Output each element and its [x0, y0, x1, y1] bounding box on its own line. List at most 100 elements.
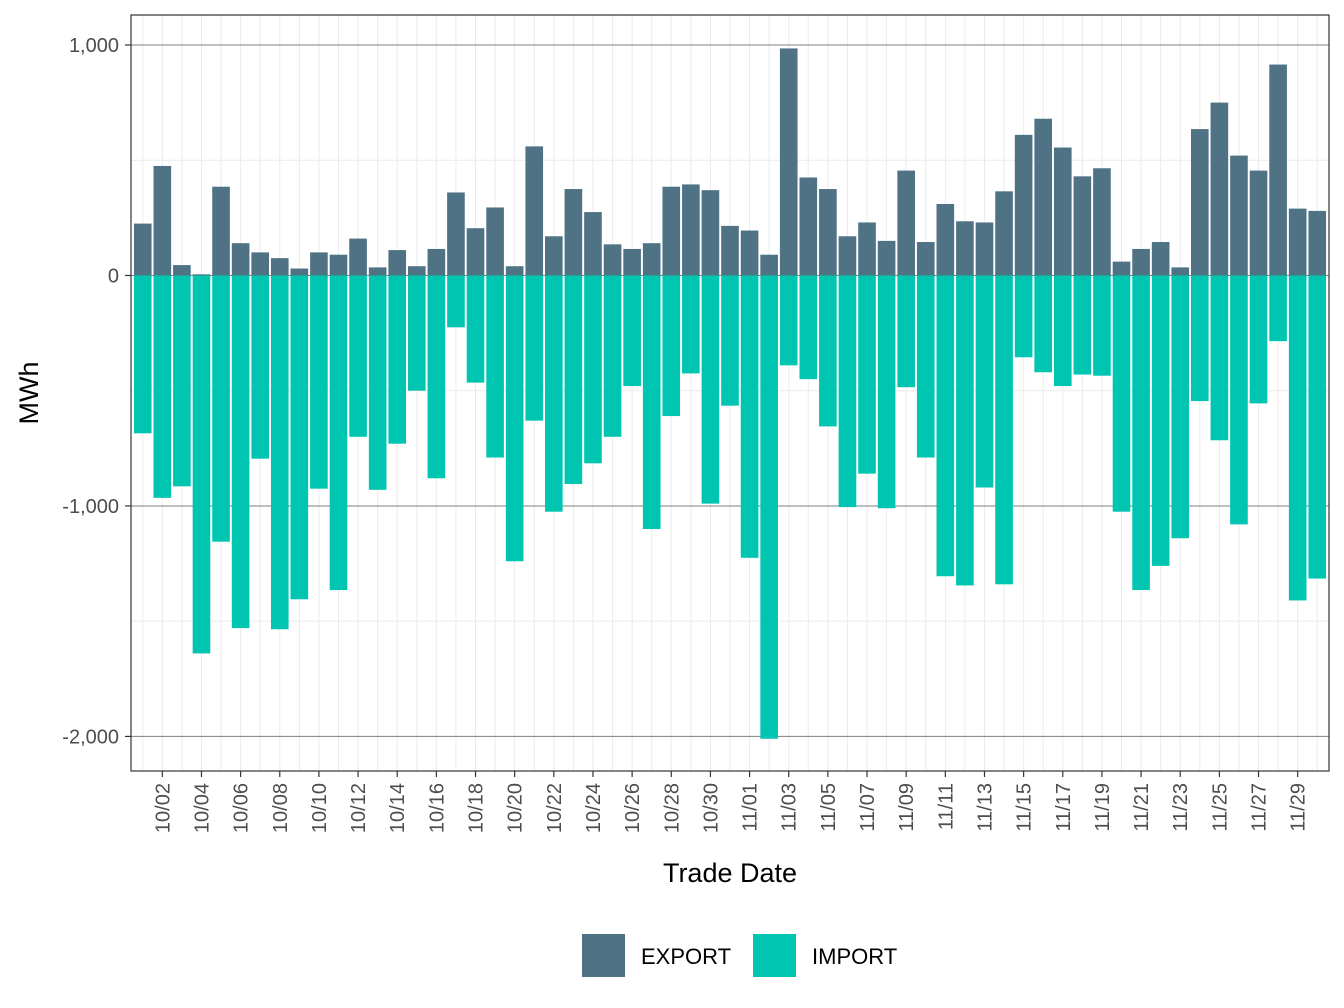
x-tick-label: 11/11 [935, 783, 957, 830]
bar-import [779, 275, 798, 366]
bar-export [407, 266, 426, 276]
bar-export [212, 186, 230, 276]
y-tick-label: -1,000 [62, 496, 119, 518]
legend-label-export: EXPORT [641, 944, 731, 969]
bar-import [1112, 275, 1131, 512]
bar-export [427, 248, 446, 276]
x-tick-label: 10/06 [231, 783, 253, 833]
bar-export [838, 236, 857, 276]
bar-import [407, 275, 426, 391]
bar-import [388, 275, 407, 444]
x-tick-label: 11/03 [779, 783, 801, 832]
bar-export [447, 192, 465, 276]
bar-import [936, 275, 955, 577]
bar-import [447, 275, 465, 328]
bar-import [1053, 275, 1072, 387]
x-tick-label: 10/22 [544, 783, 566, 833]
bar-export [388, 250, 407, 276]
bar-export [133, 223, 152, 276]
bar-import [505, 275, 524, 562]
bar-import [1093, 275, 1111, 376]
x-axis-title: Trade Date [663, 858, 797, 888]
bar-export [682, 184, 700, 276]
x-tick-label: 10/18 [466, 783, 488, 833]
x-tick-label: 10/02 [152, 783, 174, 833]
bar-import [995, 275, 1013, 585]
bar-import [877, 275, 896, 509]
bar-export [819, 189, 837, 276]
x-tick-label: 11/25 [1209, 783, 1231, 832]
plot-border [130, 14, 1330, 772]
bar-export [310, 252, 328, 276]
y-tick-label: 1,000 [69, 35, 119, 57]
bar-import [799, 275, 818, 380]
bar-export [1053, 147, 1072, 276]
bar-import [1151, 275, 1170, 566]
bar-export [799, 177, 818, 276]
bar-export [1230, 155, 1248, 276]
x-tick-label: 11/27 [1249, 783, 1271, 832]
bar-export [1288, 208, 1307, 276]
bar-import [368, 275, 387, 490]
x-tick-label: 11/05 [818, 783, 840, 832]
bar-export [251, 252, 270, 276]
bar-import [486, 275, 504, 458]
bar-import [231, 275, 250, 629]
bar-import [682, 275, 700, 374]
bar-export [270, 258, 289, 276]
bar-export [642, 243, 661, 276]
bar-import [819, 275, 837, 427]
legend-label-import: IMPORT [812, 944, 897, 969]
bar-import [329, 275, 348, 591]
bar-import [721, 275, 739, 406]
bar-export [505, 266, 524, 276]
bar-import [897, 275, 915, 388]
y-tick-label: -2,000 [62, 726, 119, 748]
bar-import [564, 275, 583, 485]
bar-export [701, 190, 720, 276]
bar-import [310, 275, 328, 489]
y-axis-title: MWh [14, 362, 44, 425]
bar-import [1249, 275, 1268, 404]
bar-import [623, 275, 641, 387]
bar-import [427, 275, 446, 479]
bar-export [1308, 210, 1327, 276]
bar-import [1288, 275, 1307, 601]
bar-import [916, 275, 935, 458]
bar-export [897, 170, 915, 276]
x-tick-label: 10/10 [309, 783, 331, 833]
x-tick-label: 11/13 [974, 783, 996, 832]
y-tick-label: 0 [108, 265, 119, 287]
bar-export [584, 212, 602, 276]
bar-export [603, 244, 622, 276]
bar-export [329, 254, 348, 276]
bar-import [153, 275, 172, 498]
bar-export [290, 268, 309, 276]
bar-import [975, 275, 994, 488]
bar-import [1210, 275, 1229, 441]
bar-export [1093, 168, 1111, 276]
bar-import [1190, 275, 1209, 402]
bar-import [173, 275, 191, 487]
bar-export [858, 222, 876, 276]
bar-export [349, 238, 367, 276]
bar-import [838, 275, 857, 508]
legend-swatch-import [753, 934, 796, 977]
bar-import [212, 275, 230, 542]
bar-import [956, 275, 974, 586]
x-tick-label: 11/01 [740, 783, 762, 832]
bar-import [701, 275, 720, 504]
bar-import [545, 275, 563, 512]
bar-export [564, 189, 583, 276]
bar-export [192, 274, 211, 276]
bar-import [642, 275, 661, 529]
bar-export [231, 243, 250, 276]
bar-import [603, 275, 622, 437]
bar-import [133, 275, 152, 434]
bar-export [740, 230, 759, 276]
bar-import [466, 275, 485, 383]
x-tick-label: 10/20 [505, 783, 527, 833]
bar-export [153, 165, 172, 276]
x-tick-label: 10/30 [700, 783, 722, 833]
